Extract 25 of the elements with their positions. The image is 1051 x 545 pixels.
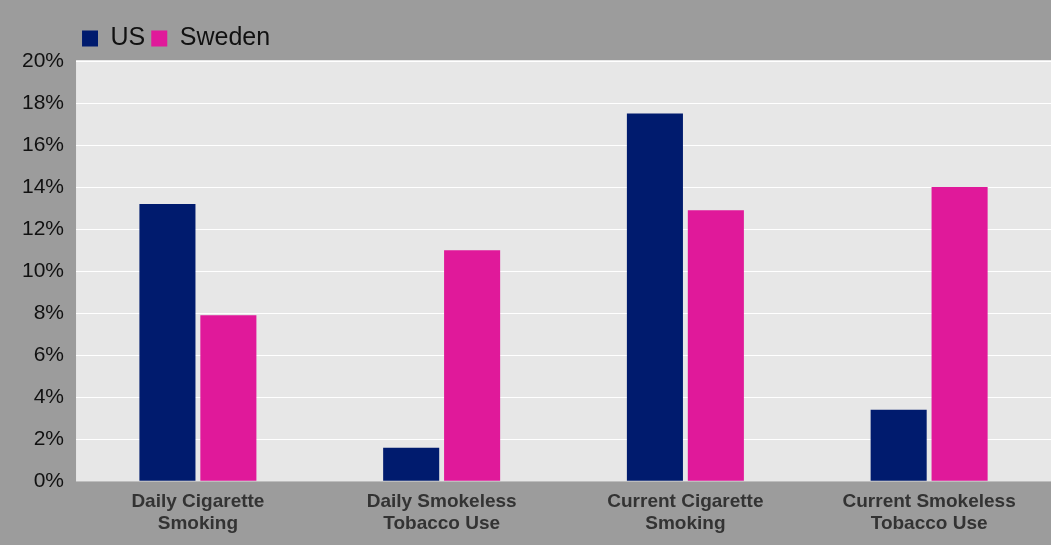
y-tick-label: 2% [33, 426, 65, 450]
bar [444, 250, 501, 481]
bar [200, 315, 257, 481]
bar [687, 210, 744, 481]
y-tick-label: 18% [22, 89, 65, 113]
y-tick-label: 20% [22, 47, 65, 71]
x-tick-label: Current Cigarette Smoking [607, 490, 764, 534]
y-tick-label: 0% [33, 468, 65, 492]
x-tick-label: Current Smokeless Tobacco Use [842, 490, 1016, 534]
y-tick-label: 10% [22, 257, 65, 281]
bar [139, 203, 196, 481]
legend-label: US [110, 22, 146, 51]
bar [626, 113, 683, 481]
x-tick-label: Daily Cigarette Smoking [131, 490, 265, 534]
y-tick-label: 8% [33, 299, 65, 323]
y-tick-label: 4% [33, 384, 65, 408]
y-tick-label: 12% [22, 215, 65, 239]
bar [383, 447, 440, 481]
bar [870, 409, 927, 481]
y-tick-label: 6% [33, 342, 65, 366]
legend-label: Sweden [179, 22, 271, 51]
bar [931, 187, 988, 481]
x-tick-label: Daily Smokeless Tobacco Use [366, 490, 517, 534]
y-tick-label: 14% [22, 173, 65, 197]
y-tick-label: 16% [22, 131, 65, 155]
